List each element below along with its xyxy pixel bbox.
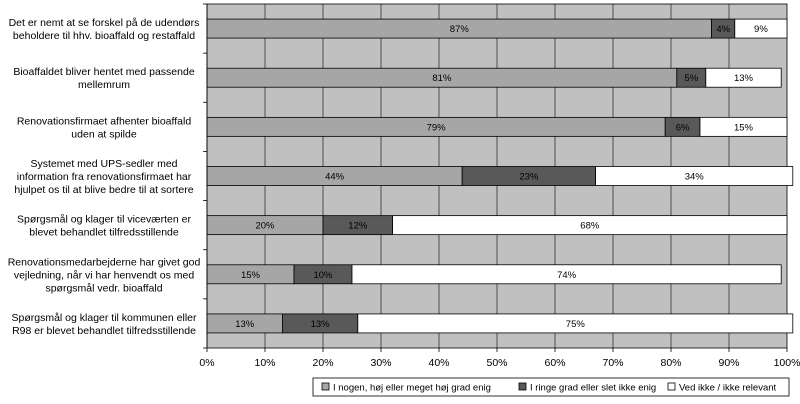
bar-segment	[705, 67, 782, 88]
x-tick-label: 10%	[254, 357, 275, 369]
bar-segment	[392, 215, 788, 236]
category-label: Det er nemt at se forskel på de udendørs…	[9, 17, 200, 42]
legend-label: I ringe grad eller slet ikke enig	[530, 383, 656, 394]
data-label: 81%	[432, 73, 452, 84]
x-tick-label: 50%	[486, 357, 507, 369]
x-tick-label: 20%	[312, 357, 333, 369]
data-label: 13%	[235, 319, 255, 330]
data-label: 44%	[325, 172, 345, 183]
category-label: Bioaffaldet bliver hentet med passende me…	[13, 66, 195, 91]
bar-segment	[595, 166, 794, 186]
legend-label: I nogen, høj eller meget høj grad enig	[333, 383, 491, 394]
data-label: 10%	[313, 270, 333, 281]
data-label: 68%	[580, 221, 600, 232]
data-label: 12%	[348, 221, 368, 232]
category-label: Renovationsfirmaet afhenter bioaffald ude…	[17, 115, 191, 140]
data-label: 79%	[427, 122, 447, 133]
data-label: 4%	[716, 24, 730, 35]
legend-label: Ved ikke / ikke relevant	[679, 383, 777, 394]
data-label: 23%	[519, 172, 539, 183]
data-label: 13%	[311, 319, 331, 330]
category-label: Renovationsmedarbejderne har givet god ve…	[8, 256, 201, 294]
data-label: 15%	[241, 270, 261, 281]
legend-swatch	[321, 382, 330, 391]
data-label: 74%	[557, 270, 577, 281]
data-label: 75%	[566, 319, 586, 330]
x-tick-label: 40%	[428, 357, 449, 369]
legend-swatch	[667, 382, 676, 391]
bar-segment	[734, 18, 788, 39]
data-label: 20%	[255, 221, 275, 232]
bar-segment	[351, 264, 782, 285]
x-tick-label: 90%	[718, 357, 739, 369]
legend-swatch	[518, 382, 527, 391]
x-tick-label: 80%	[660, 357, 681, 369]
x-tick-label: 100%	[774, 357, 800, 369]
category-label: Systemet med UPS-sedler med information f…	[14, 158, 193, 196]
data-label: 9%	[754, 24, 768, 35]
data-label: 13%	[734, 73, 754, 84]
data-label: 5%	[684, 73, 698, 84]
category-label: Spørgsmål og klager til kommunen eller R9…	[12, 312, 197, 337]
bar-segment	[357, 313, 794, 334]
category-label: Spørgsmål og klager til viceværten er ble…	[17, 214, 191, 239]
data-label: 87%	[450, 24, 470, 35]
bar-segment	[699, 116, 788, 137]
data-label: 15%	[734, 122, 754, 133]
data-label: 34%	[685, 172, 705, 183]
legend-box	[312, 377, 790, 397]
x-tick-label: 70%	[602, 357, 623, 369]
data-label: 6%	[676, 122, 690, 133]
x-tick-label: 0%	[199, 357, 214, 369]
x-tick-label: 30%	[370, 357, 391, 369]
x-tick-label: 60%	[544, 357, 565, 369]
